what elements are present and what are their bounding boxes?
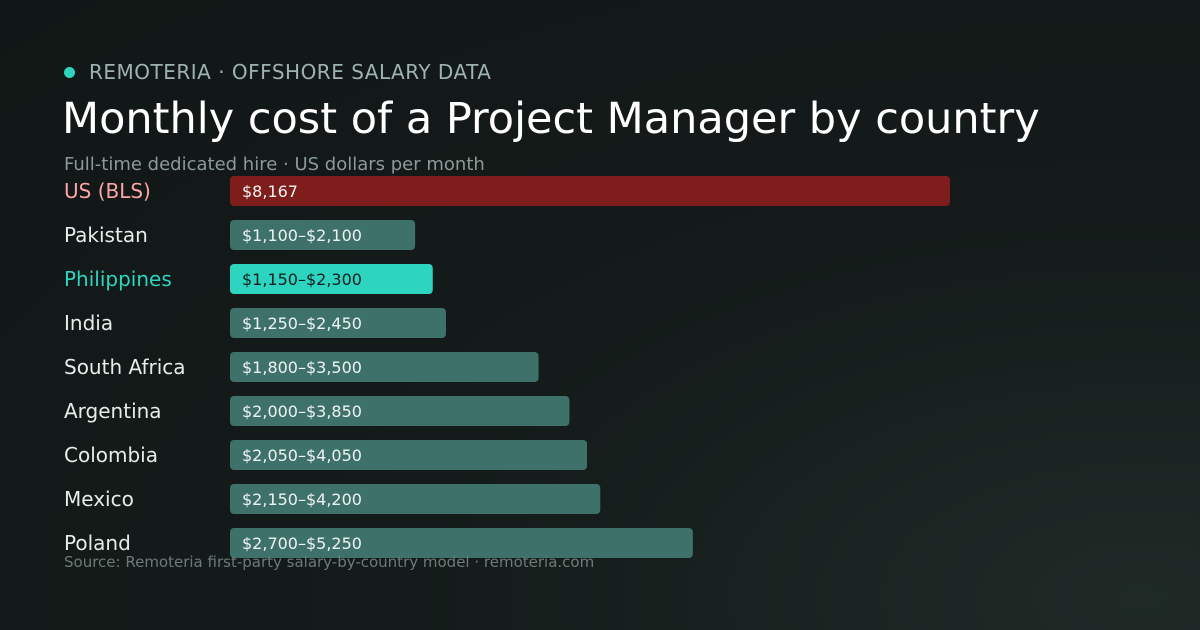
data-label: $1,150–$2,300	[242, 270, 362, 289]
bar-row: Mexico $2,150–$4,200	[64, 484, 601, 514]
category-label: Colombia	[64, 443, 158, 467]
bar-row: Argentina $2,000–$3,850	[64, 396, 570, 426]
data-label: $2,150–$4,200	[242, 490, 362, 509]
bar	[230, 396, 570, 426]
category-label: Pakistan	[64, 223, 148, 247]
chart-title: Monthly cost of a Project Manager by cou…	[62, 94, 1040, 144]
category-label: India	[64, 311, 113, 335]
bar	[230, 176, 950, 206]
source-note: Source: Remoteria first-party salary-by-…	[64, 553, 595, 571]
data-label: $1,100–$2,100	[242, 226, 362, 245]
category-label: Poland	[64, 531, 131, 555]
data-label: $2,050–$4,050	[242, 446, 362, 465]
data-label: $2,000–$3,850	[242, 402, 362, 421]
bar	[230, 308, 446, 338]
bar	[230, 220, 416, 250]
data-label: $1,250–$2,450	[242, 314, 362, 333]
bar	[230, 484, 601, 514]
data-label: $8,167	[242, 182, 298, 201]
chart-subtitle: Full-time dedicated hire · US dollars pe…	[64, 154, 485, 175]
bar-row: US (BLS) $8,167	[64, 176, 950, 206]
category-label: South Africa	[64, 355, 186, 379]
bar-row: South Africa $1,800–$3,500	[64, 352, 539, 382]
data-label: $2,700–$5,250	[242, 534, 362, 553]
bar-row: Poland $2,700–$5,250	[64, 528, 693, 558]
category-label: US (BLS)	[64, 179, 151, 203]
bar	[230, 264, 433, 294]
bar-chart: US (BLS) $8,167 Pakistan $1,100–$2,100 Phili…	[64, 176, 950, 558]
bar	[230, 352, 539, 382]
bar	[230, 440, 588, 470]
category-label: Philippines	[64, 267, 172, 291]
bar	[230, 528, 693, 558]
bar-row: Pakistan $1,100–$2,100	[64, 220, 416, 250]
category-label: Mexico	[64, 487, 134, 511]
bar-row: Philippines $1,150–$2,300	[64, 264, 433, 294]
bar-row: India $1,250–$2,450	[64, 308, 446, 338]
category-label: Argentina	[64, 399, 162, 423]
data-label: $1,800–$3,500	[242, 358, 362, 377]
brand-header: REMOTERIA · OFFSHORE SALARY DATA	[64, 60, 491, 84]
status-dot-icon	[64, 66, 75, 78]
bar-row: Colombia $2,050–$4,050	[64, 440, 588, 470]
brand-label: REMOTERIA · OFFSHORE SALARY DATA	[89, 60, 492, 84]
